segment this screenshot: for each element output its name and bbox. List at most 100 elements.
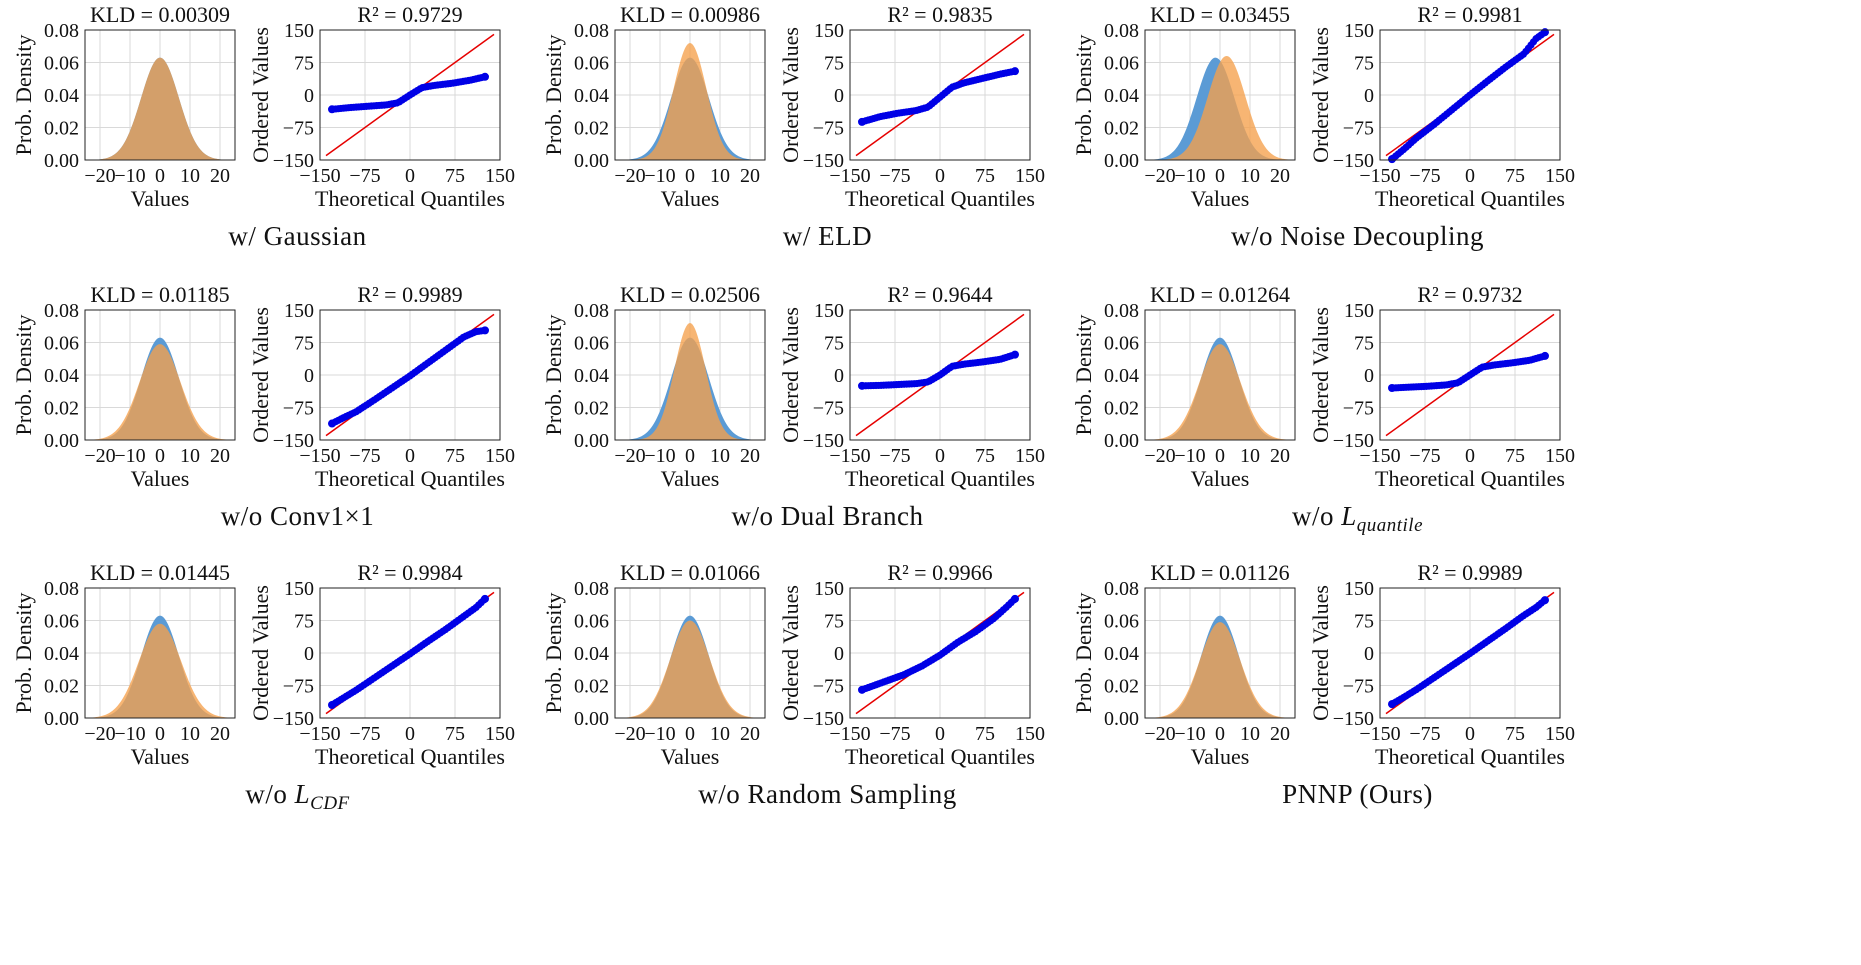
kld-title: KLD = 0.00986 xyxy=(620,2,760,27)
qq-xtick-label: 75 xyxy=(975,445,995,467)
hist-xtick-label: 20 xyxy=(210,445,230,467)
qq-xtick-label: −150 xyxy=(829,723,870,745)
qq-frame xyxy=(1379,29,1561,161)
caption-text: PNNP (Ours) xyxy=(1282,779,1433,809)
qq-ytick-label: 0 xyxy=(834,643,844,665)
hist-ytick-label: 0.00 xyxy=(1104,150,1139,172)
qq-ytick-label: −150 xyxy=(803,430,844,452)
r2-title: R² = 0.9732 xyxy=(1417,282,1522,307)
qq-ytick-label: 0 xyxy=(834,85,844,107)
qq-ylabel: Ordered Values xyxy=(1308,27,1333,163)
qq-ylabel: Ordered Values xyxy=(1308,585,1333,721)
hist-ytick-label: 0.04 xyxy=(574,85,609,107)
hist-area-orange xyxy=(85,344,235,440)
qq-xtick-label: −150 xyxy=(829,165,870,187)
hist-ytick-label: 0.08 xyxy=(574,578,609,600)
qq-ytick-label: −150 xyxy=(273,708,314,730)
qq-xtick-label: 0 xyxy=(1465,165,1475,187)
hist-ytick-label: 0.06 xyxy=(44,53,79,75)
hist-ytick-label: 0.06 xyxy=(1104,333,1139,355)
hist-frame xyxy=(84,587,236,719)
panel-4: −20−10 0 10 20 0.00 0.02 0.04 0.06 0.08 Values Pro… xyxy=(11,282,515,531)
qq-point xyxy=(1011,350,1019,359)
kld-title: KLD = 0.01126 xyxy=(1150,560,1289,585)
qq-xtick-label: −150 xyxy=(299,723,340,745)
hist-frame xyxy=(614,29,766,161)
qq-ylabel: Ordered Values xyxy=(248,27,273,163)
hist-xtick-label: −20 xyxy=(84,165,115,187)
hist-frame xyxy=(1144,309,1296,441)
qq-xtick-label: 0 xyxy=(1465,723,1475,745)
hist-xtick-label: 20 xyxy=(740,445,760,467)
qq-ytick-label: 75 xyxy=(824,333,844,355)
hist-ylabel: Prob. Density xyxy=(541,593,566,714)
hist-area-orange xyxy=(1145,344,1295,440)
qq-frame xyxy=(319,29,501,161)
qq-ylabel: Ordered Values xyxy=(778,585,803,721)
hist-ytick-label: 0.06 xyxy=(574,53,609,75)
qq-xtick-label: 75 xyxy=(975,723,995,745)
panel-3: −20−10 0 10 20 0.00 0.02 0.04 0.06 0.08 Values Pro… xyxy=(1071,2,1575,251)
hist-xtick-label: −10 xyxy=(1174,723,1205,745)
r2-title: R² = 0.9644 xyxy=(887,282,992,307)
qq-ytick-label: −150 xyxy=(1333,150,1374,172)
hist-ytick-label: 0.06 xyxy=(574,611,609,633)
r2-title: R² = 0.9984 xyxy=(357,560,462,585)
qq-frame xyxy=(319,587,501,719)
hist-xtick-label: −10 xyxy=(1174,445,1205,467)
qq-ytick-label: 150 xyxy=(814,578,844,600)
qq-ytick-label: 75 xyxy=(1354,611,1374,633)
qq-ylabel: Ordered Values xyxy=(778,27,803,163)
hist-ytick-label: 0.08 xyxy=(44,300,79,322)
hist-ytick-label: 0.04 xyxy=(44,85,79,107)
hist-xtick-label: 10 xyxy=(1240,165,1260,187)
qq-ytick-label: 150 xyxy=(814,300,844,322)
qq-ytick-label: 75 xyxy=(294,611,314,633)
qq-ytick-label: −150 xyxy=(803,708,844,730)
hist-xtick-label: −10 xyxy=(114,165,145,187)
hist-xtick-label: −10 xyxy=(644,165,675,187)
r2-title: R² = 0.9835 xyxy=(887,2,992,27)
hist-area-orange xyxy=(1145,56,1295,160)
qq-ytick-label: 150 xyxy=(1344,578,1374,600)
hist-xtick-label: 20 xyxy=(210,165,230,187)
panel-caption: w/ Gaussian xyxy=(228,221,366,251)
hist-ytick-label: 0.02 xyxy=(574,398,609,420)
qq-xtick-label: −150 xyxy=(1359,165,1400,187)
qq-xlabel: Theoretical Quantiles xyxy=(315,186,505,211)
hist-xtick-label: 20 xyxy=(1270,165,1290,187)
qq-frame xyxy=(319,309,501,441)
qq-ytick-label: 0 xyxy=(304,643,314,665)
hist-xtick-label: 20 xyxy=(210,723,230,745)
qq-point xyxy=(481,594,489,603)
qq-xtick-label: 0 xyxy=(935,165,945,187)
caption-text: w/ ELD xyxy=(783,221,872,251)
hist-ylabel: Prob. Density xyxy=(541,315,566,436)
hist-xtick-label: 0 xyxy=(685,445,695,467)
qq-ytick-label: 75 xyxy=(1354,333,1374,355)
qq-xtick-label: −75 xyxy=(1409,723,1440,745)
qq-frame xyxy=(849,309,1031,441)
qq-ytick-label: −75 xyxy=(813,398,844,420)
qq-point xyxy=(1541,351,1549,360)
qq-xtick-label: 150 xyxy=(1015,445,1045,467)
caption-subscript: quantile xyxy=(1357,515,1423,536)
r2-title: R² = 0.9981 xyxy=(1417,2,1522,27)
panel-caption: w/o Dual Branch xyxy=(732,501,924,531)
qq-frame xyxy=(849,587,1031,719)
hist-ytick-label: 0.02 xyxy=(44,676,79,698)
qq-ytick-label: 0 xyxy=(1364,365,1374,387)
qq-ytick-label: −150 xyxy=(1333,430,1374,452)
hist-ytick-label: 0.08 xyxy=(1104,300,1139,322)
hist-xtick-label: −20 xyxy=(1144,723,1175,745)
qq-ytick-label: 75 xyxy=(1354,53,1374,75)
qq-xlabel: Theoretical Quantiles xyxy=(1375,186,1565,211)
qq-ytick-label: −75 xyxy=(1343,118,1374,140)
hist-ytick-label: 0.04 xyxy=(1104,365,1139,387)
hist-xtick-label: 0 xyxy=(1215,723,1225,745)
qq-ytick-label: 150 xyxy=(284,20,314,42)
hist-ylabel: Prob. Density xyxy=(1071,35,1096,156)
qq-xtick-label: 0 xyxy=(935,723,945,745)
hist-xlabel: Values xyxy=(131,186,190,211)
hist-frame xyxy=(614,587,766,719)
